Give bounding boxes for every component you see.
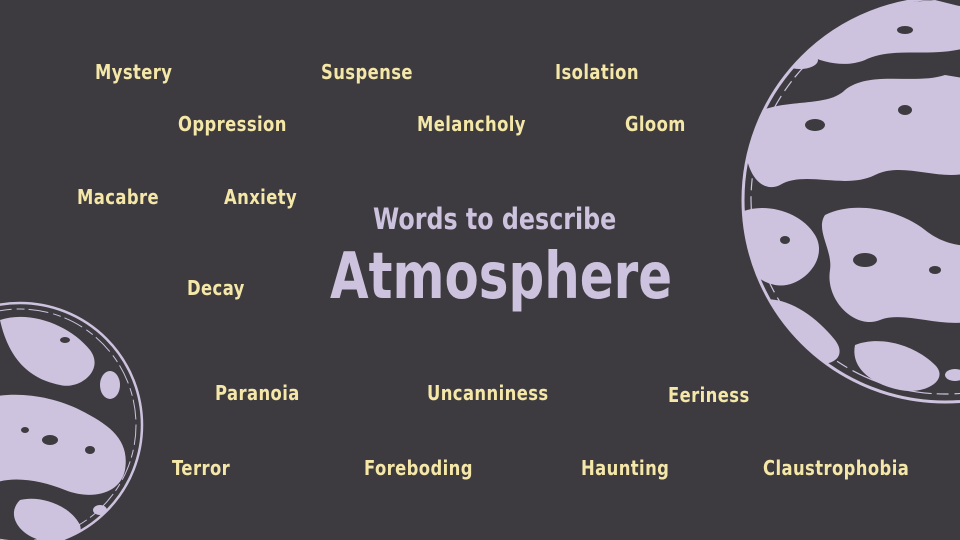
word-terror: Terror — [172, 456, 231, 480]
word-paranoia: Paranoia — [215, 381, 300, 405]
word-oppression: Oppression — [178, 112, 287, 136]
word-uncanniness: Uncanniness — [427, 381, 549, 405]
word-foreboding: Foreboding — [364, 456, 473, 480]
subtitle: Words to describe — [373, 202, 617, 236]
word-gloom: Gloom — [625, 112, 686, 136]
moon-left-illustration — [0, 301, 144, 540]
word-haunting: Haunting — [581, 456, 670, 480]
word-suspense: Suspense — [321, 60, 413, 84]
word-anxiety: Anxiety — [224, 185, 298, 209]
word-isolation: Isolation — [555, 60, 639, 84]
moon-right-illustration — [741, 0, 960, 404]
word-decay: Decay — [187, 276, 245, 300]
word-mystery: Mystery — [95, 60, 173, 84]
word-eeriness: Eeriness — [668, 383, 750, 407]
title: Atmosphere — [330, 240, 673, 314]
word-claustrophobia: Claustrophobia — [763, 456, 910, 480]
word-melancholy: Melancholy — [417, 112, 526, 136]
word-macabre: Macabre — [77, 185, 159, 209]
